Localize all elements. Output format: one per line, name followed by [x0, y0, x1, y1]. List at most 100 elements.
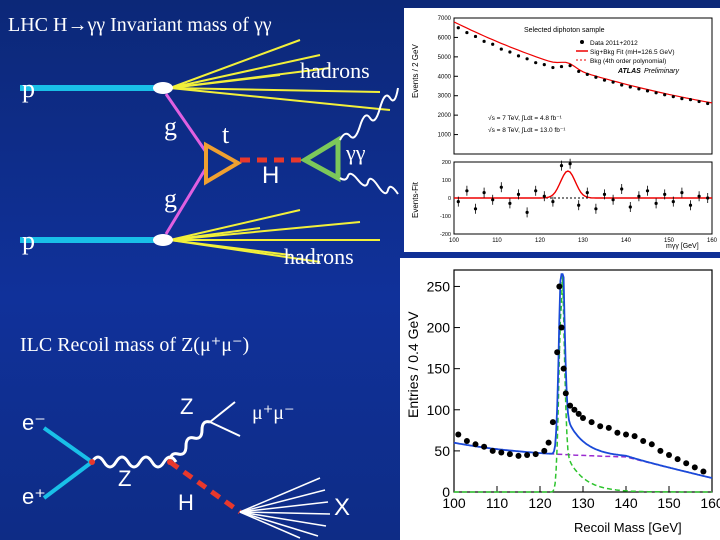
label-electron: e⁻: [22, 410, 46, 435]
atlas-data-point: [680, 97, 684, 101]
atlas-res-point: [585, 191, 589, 195]
electron-line: [42, 426, 94, 464]
muon-minus-line: [209, 421, 241, 437]
recoil-data-point: [541, 447, 548, 454]
atlas-data-point: [551, 65, 555, 70]
recoil-data-point: [554, 349, 561, 356]
recoil-total-curve: [453, 273, 713, 479]
atlas-res-point: [551, 200, 555, 204]
recoil-data-point: [489, 447, 496, 454]
recoil-data-point: [614, 429, 621, 436]
atlas-plot-panel: Events / 2 GeV Events-Fit Selected dipho…: [404, 8, 720, 252]
vertex-zzh: [167, 459, 173, 465]
atlas-data-point: [516, 54, 521, 58]
atlas-data-point: [706, 101, 710, 106]
atlas-data-point: [645, 89, 650, 93]
proton-blob-bottom: [153, 234, 173, 246]
atlas-data-point: [508, 50, 512, 54]
atlas-res-ytick-label: 100: [442, 178, 451, 184]
atlas-res-point: [620, 187, 624, 191]
positron-line: [42, 460, 94, 500]
atlas-data-point: [559, 64, 564, 69]
atlas-data-point: [456, 26, 460, 30]
atlas-ylabel-bottom: Events-Fit: [411, 181, 420, 218]
recoil-data-point: [588, 419, 595, 426]
atlas-res-point: [508, 201, 512, 205]
atlas-res-point: [568, 162, 572, 166]
atlas-res-point: [602, 192, 607, 196]
atlas-legend-fit: Sig+Bkg Fit (mH=126.5 GeV): [590, 49, 675, 56]
recoil-data-point: [700, 468, 707, 475]
recoil-xlabel: Recoil Mass [GeV]: [574, 520, 682, 535]
atlas-res-point: [671, 200, 675, 204]
recoil-ylabel: Entries / 0.4 GeV: [405, 311, 421, 418]
atlas-data-point: [594, 75, 598, 79]
recoil-data-point: [498, 449, 505, 456]
atlas-res-point: [473, 207, 478, 211]
recoil-data-point: [549, 419, 556, 426]
atlas-ytick-label: 3000: [438, 94, 452, 100]
atlas-data-point: [637, 87, 641, 91]
recoil-ytick-label: 150: [427, 361, 451, 377]
atlas-res-point: [482, 191, 486, 195]
atlas-xtick-label: 100: [449, 238, 460, 244]
recoil-data-point: [657, 447, 664, 454]
recoil-data-point: [631, 433, 638, 440]
recoil-data-point: [683, 460, 690, 467]
z-boson-upper: [168, 420, 211, 463]
label-higgs-ilc: H: [178, 490, 194, 515]
muon-plus-line: [209, 401, 236, 423]
recoil-data-point: [515, 452, 522, 459]
recoil-xtick-label: 110: [486, 495, 509, 511]
recoil-xtick-label: 150: [657, 495, 681, 511]
recoil-data-point: [560, 365, 567, 372]
recoil-data-point: [524, 452, 531, 458]
label-higgs-lhc: H: [262, 162, 280, 189]
recoil-data-point: [571, 406, 578, 413]
label-mu-mu: μ⁺μ⁻: [252, 402, 295, 424]
label-positron: e⁺: [22, 484, 46, 509]
atlas-data-point: [654, 91, 658, 95]
atlas-data-point: [525, 57, 529, 61]
recoil-data-point: [481, 443, 488, 450]
atlas-res-point: [645, 189, 650, 193]
atlas-res-point: [516, 192, 521, 196]
atlas-logo-text: ATLAS: [617, 68, 641, 75]
recoil-data-point: [556, 283, 563, 290]
atlas-res-point: [637, 194, 641, 198]
recoil-plot-panel: Entries / 0.4 GeV Recoil Mass [GeV] 0 50 1…: [400, 258, 720, 540]
atlas-xtick-label: 110: [492, 238, 502, 244]
recoil-data-point: [666, 452, 672, 458]
gluon-top: [164, 93, 208, 153]
recoil-ytick-label: 250: [427, 278, 451, 294]
recoil-data-point: [463, 438, 470, 445]
recoil-data-point: [455, 431, 462, 438]
atlas-data-point: [491, 42, 495, 46]
atlas-data-point: [620, 83, 624, 87]
atlas-data-point: [628, 85, 632, 89]
atlas-data-point: [663, 93, 667, 97]
atlas-res-point: [499, 185, 503, 189]
atlas-ytick-label: 7000: [438, 16, 452, 22]
recoil-data-point: [532, 451, 539, 458]
label-p-bottom: p: [22, 226, 35, 255]
photon-loop: [299, 135, 341, 183]
label-top-quark: t: [222, 120, 230, 149]
atlas-plot-svg: Events / 2 GeV Events-Fit Selected dipho…: [411, 16, 718, 250]
recoil-data-point: [545, 439, 552, 446]
atlas-data-point: [465, 30, 469, 35]
label-hadrons-bottom: hadrons: [284, 244, 354, 269]
atlas-res-point: [594, 207, 598, 211]
recoil-signal-curve: [454, 274, 712, 493]
atlas-data-point: [688, 98, 693, 102]
atlas-res-ytick-label: -100: [440, 214, 451, 220]
lhc-feynman-diagram: [20, 39, 399, 263]
atlas-legend-title: Selected diphoton sample: [524, 27, 605, 34]
atlas-res-point: [697, 194, 701, 198]
recoil-ytick-label: 50: [434, 443, 450, 459]
recoil-data-point: [575, 410, 582, 417]
atlas-xtick-label: 150: [664, 238, 675, 244]
atlas-ytick-label: 6000: [438, 35, 452, 41]
recoil-data-point: [558, 324, 565, 331]
label-recoil-x: X: [334, 494, 351, 521]
